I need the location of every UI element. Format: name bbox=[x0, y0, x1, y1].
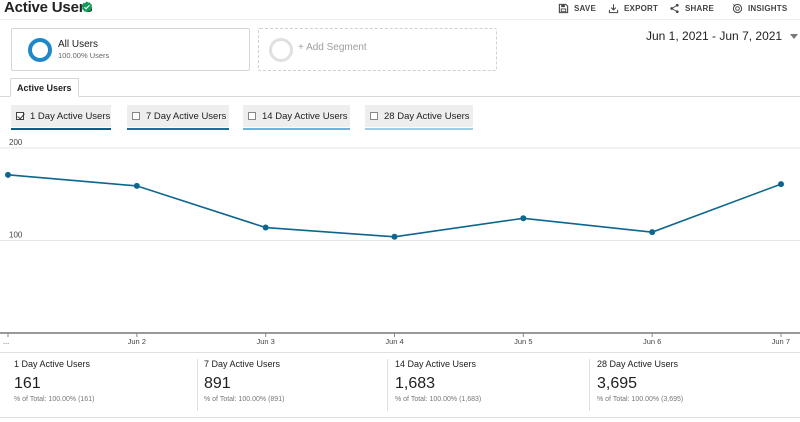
metric-toggle-7-day[interactable]: 7 Day Active Users bbox=[127, 105, 229, 130]
segment-percent: 100.00% Users bbox=[58, 51, 110, 60]
x-tick-label: Jun 4 bbox=[385, 337, 403, 346]
data-point bbox=[5, 171, 11, 178]
date-range-picker[interactable]: Jun 1, 2021 - Jun 7, 2021 bbox=[646, 29, 799, 43]
x-tick-label: Jun 7 bbox=[772, 337, 790, 346]
y-tick-label: 200 bbox=[9, 138, 23, 147]
save-icon bbox=[558, 3, 569, 13]
y-tick-label: 100 bbox=[9, 231, 23, 240]
insights-icon bbox=[732, 3, 743, 13]
add-segment-label: + Add Segment bbox=[298, 42, 367, 53]
stat-label-14-day: 14 Day Active Users bbox=[395, 359, 477, 369]
x-tick-label: Jun 3 bbox=[256, 337, 274, 346]
page-title: Active Users bbox=[4, 0, 93, 16]
metric-color-bar bbox=[243, 128, 350, 130]
data-point bbox=[520, 215, 527, 222]
verified-badge-icon bbox=[81, 1, 93, 13]
checkbox[interactable] bbox=[248, 112, 256, 120]
metric-label: 7 Day Active Users bbox=[146, 110, 227, 122]
metric-color-bar bbox=[365, 128, 473, 130]
stat-label-28-day: 28 Day Active Users bbox=[597, 359, 679, 369]
add-segment-button[interactable]: + Add Segment bbox=[258, 28, 497, 71]
segment-ring-icon bbox=[28, 38, 52, 62]
share-button[interactable]: SHARE bbox=[669, 1, 714, 15]
checkbox[interactable] bbox=[370, 112, 378, 120]
stat-divider bbox=[197, 359, 198, 411]
metric-color-bar bbox=[127, 128, 229, 130]
data-point bbox=[391, 233, 398, 240]
stat-value-1-day: 161 bbox=[14, 375, 41, 392]
insights-label: INSIGHTS bbox=[748, 3, 788, 13]
x-tick-label: Jun 5 bbox=[514, 337, 532, 346]
save-button[interactable]: SAVE bbox=[558, 1, 596, 15]
metric-label: 28 Day Active Users bbox=[384, 110, 470, 122]
stat-divider bbox=[387, 359, 388, 411]
caret-down-icon bbox=[790, 33, 799, 39]
metric-label: 1 Day Active Users bbox=[30, 110, 111, 122]
stat-total-14-day: % of Total: 100.00% (1,683) bbox=[395, 396, 482, 403]
stat-total-7-day: % of Total: 100.00% (891) bbox=[204, 396, 285, 403]
metric-label: 14 Day Active Users bbox=[262, 110, 348, 122]
x-tick-label: Jun 2 bbox=[128, 337, 146, 346]
data-point bbox=[649, 229, 656, 236]
data-point bbox=[133, 182, 140, 189]
date-range-label: Jun 1, 2021 - Jun 7, 2021 bbox=[646, 29, 783, 43]
stat-value-14-day: 1,683 bbox=[395, 375, 436, 392]
export-icon bbox=[608, 3, 619, 13]
export-label: EXPORT bbox=[624, 3, 659, 13]
x-tick-label: Jun 6 bbox=[643, 337, 661, 346]
report-header: Active Users SAVE EXPORT SHARE INSIGHTS bbox=[0, 0, 800, 20]
segment-name: All Users bbox=[58, 39, 99, 50]
save-label: SAVE bbox=[574, 3, 596, 13]
export-button[interactable]: EXPORT bbox=[608, 1, 658, 15]
share-label: SHARE bbox=[685, 3, 715, 13]
data-point bbox=[778, 181, 784, 188]
metric-toggle-28-day[interactable]: 28 Day Active Users bbox=[365, 105, 473, 130]
stat-label-7-day: 7 Day Active Users bbox=[204, 359, 281, 369]
tab-bar-divider bbox=[0, 96, 800, 97]
metric-toggle-1-day[interactable]: 1 Day Active Users bbox=[11, 105, 111, 130]
stat-total-28-day: % of Total: 100.00% (3,695) bbox=[597, 396, 684, 403]
checkbox-checked[interactable] bbox=[16, 112, 24, 120]
empty-segment-ring-icon bbox=[269, 38, 293, 62]
stat-value-28-day: 3,695 bbox=[597, 375, 638, 392]
stat-label-1-day: 1 Day Active Users bbox=[14, 359, 91, 369]
series-line bbox=[7, 174, 782, 238]
x-tick-label: ... bbox=[3, 337, 9, 346]
bottom-divider bbox=[0, 417, 800, 418]
checkbox[interactable] bbox=[132, 112, 140, 120]
metric-toggle-14-day[interactable]: 14 Day Active Users bbox=[243, 105, 350, 130]
data-point bbox=[262, 224, 269, 231]
insights-button[interactable]: INSIGHTS bbox=[732, 1, 787, 15]
metric-color-bar bbox=[11, 128, 111, 130]
share-icon bbox=[670, 3, 679, 13]
stat-value-7-day: 891 bbox=[204, 375, 231, 392]
stat-divider bbox=[589, 359, 590, 411]
tab-active-users[interactable]: Active Users bbox=[10, 78, 79, 97]
stat-total-1-day: % of Total: 100.00% (161) bbox=[14, 396, 95, 403]
segment-all-users[interactable]: All Users 100.00% Users bbox=[11, 28, 250, 71]
summary-stats: 1 Day Active Users 161 % of Total: 100.0… bbox=[0, 352, 800, 416]
active-users-line-chart: 100 200... Jun 2 Jun 3 Jun 4 Jun 5 Jun 6 Jun 7 bbox=[0, 138, 800, 346]
